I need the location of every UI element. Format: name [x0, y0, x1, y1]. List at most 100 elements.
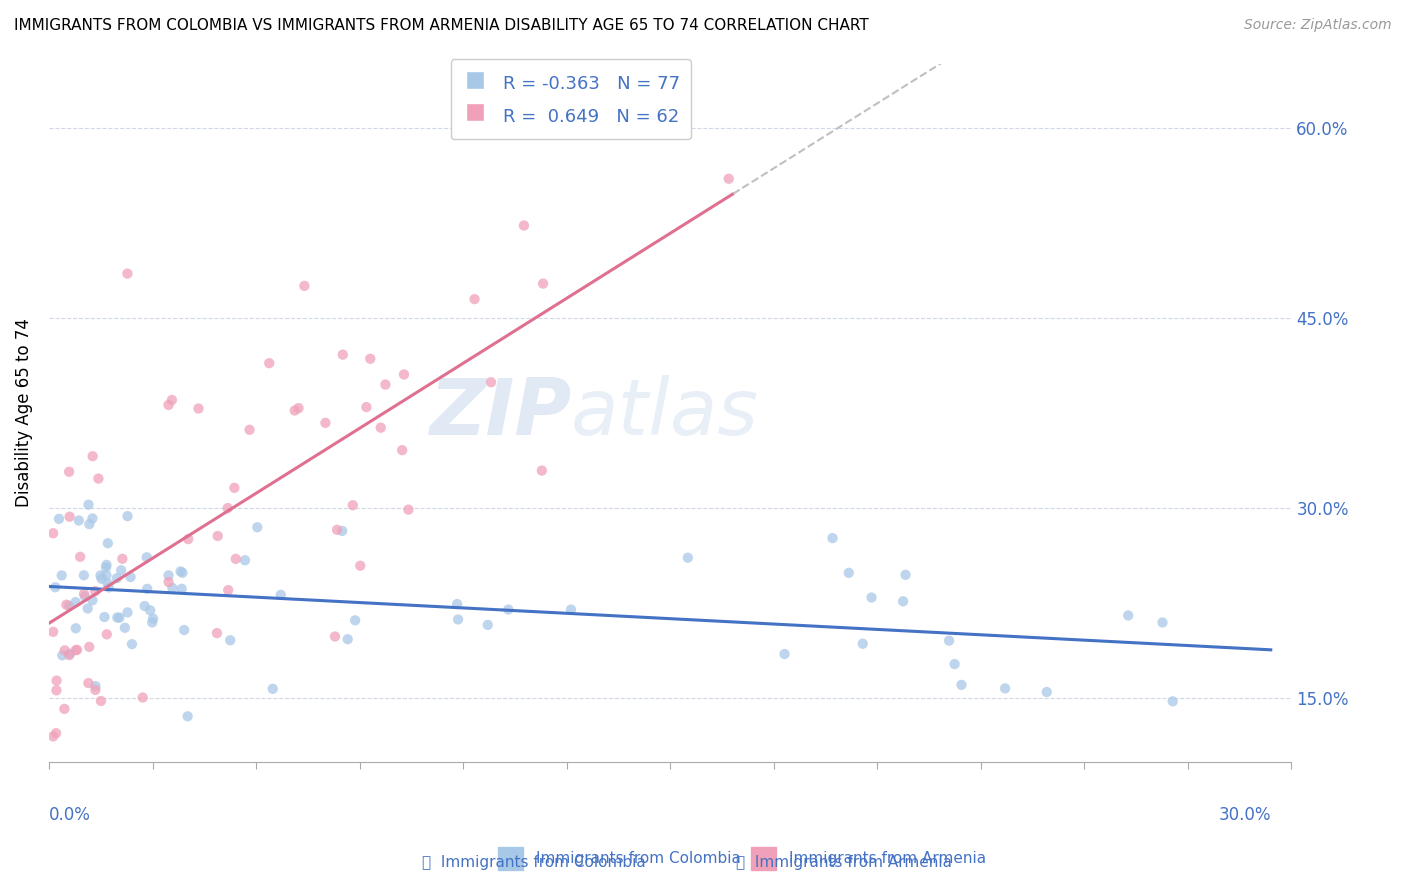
Point	[838, 566, 860, 580]
Point	[284, 403, 307, 417]
Point	[82, 449, 104, 463]
Point	[105, 571, 128, 585]
Text: ⬜  Immigrants from Colombia: ⬜ Immigrants from Colombia	[422, 855, 647, 870]
Y-axis label: Disability Age 65 to 74: Disability Age 65 to 74	[15, 318, 32, 508]
Point	[262, 681, 284, 696]
Point	[58, 648, 80, 662]
Point	[392, 368, 415, 382]
Point	[391, 443, 413, 458]
Point	[531, 277, 554, 291]
Point	[162, 581, 184, 595]
Point	[560, 602, 582, 616]
Point	[157, 568, 180, 582]
Point	[59, 647, 82, 661]
Point	[950, 678, 973, 692]
Point	[117, 267, 139, 281]
Point	[136, 582, 159, 596]
Text: Immigrants from Armenia: Immigrants from Armenia	[789, 851, 986, 866]
Point	[42, 730, 65, 744]
Point	[464, 292, 486, 306]
Point	[96, 558, 118, 572]
Point	[51, 568, 73, 582]
Point	[117, 509, 139, 524]
Point	[172, 566, 194, 580]
Point	[294, 278, 316, 293]
Point	[120, 570, 142, 584]
Point	[513, 219, 536, 233]
Point	[76, 601, 98, 615]
Text: 30.0%: 30.0%	[1218, 806, 1271, 824]
Point	[77, 640, 100, 654]
Point	[498, 602, 520, 616]
Point	[342, 498, 364, 512]
Point	[45, 683, 67, 698]
Point	[938, 633, 960, 648]
Point	[187, 401, 209, 416]
Point	[139, 603, 162, 617]
Point	[173, 623, 195, 637]
Point	[53, 643, 76, 657]
Point	[87, 472, 110, 486]
Point	[326, 523, 349, 537]
Point	[994, 681, 1017, 696]
Point	[90, 572, 112, 586]
Point	[53, 702, 76, 716]
Point	[105, 610, 128, 624]
Point	[42, 526, 65, 541]
Point	[821, 531, 844, 545]
Point	[257, 356, 280, 370]
Point	[314, 416, 336, 430]
Point	[65, 595, 87, 609]
Point	[336, 632, 359, 647]
Point	[479, 376, 502, 390]
Point	[332, 348, 354, 362]
Point	[96, 627, 118, 641]
Point	[344, 613, 367, 627]
Point	[217, 583, 239, 598]
Point	[176, 709, 198, 723]
Point	[45, 726, 67, 740]
Point	[177, 532, 200, 546]
Point	[117, 606, 139, 620]
Text: atlas: atlas	[571, 375, 759, 451]
Point	[717, 171, 740, 186]
Point	[82, 511, 104, 525]
Point	[65, 643, 87, 657]
Point	[224, 481, 246, 495]
Point	[77, 498, 100, 512]
Point	[96, 576, 118, 591]
Point	[1116, 608, 1139, 623]
Point	[219, 633, 242, 648]
Point	[73, 587, 96, 601]
Point	[246, 520, 269, 534]
Point	[89, 568, 111, 582]
Point	[96, 568, 118, 582]
Point	[359, 351, 381, 366]
Point	[287, 401, 309, 416]
Point	[58, 465, 80, 479]
Text: 0.0%: 0.0%	[49, 806, 91, 824]
Point	[374, 377, 396, 392]
Point	[530, 464, 553, 478]
Legend: R = -0.363   N = 77, R =  0.649   N = 62: R = -0.363 N = 77, R = 0.649 N = 62	[451, 60, 690, 139]
Point	[225, 552, 247, 566]
Point	[58, 599, 80, 613]
Text: Immigrants from Colombia: Immigrants from Colombia	[536, 851, 741, 866]
Text: ZIP: ZIP	[429, 375, 571, 451]
Point	[51, 648, 73, 663]
Point	[894, 567, 917, 582]
Point	[82, 593, 104, 607]
Point	[238, 423, 260, 437]
Point	[349, 558, 371, 573]
Point	[943, 657, 966, 671]
Point	[205, 626, 228, 640]
Point	[121, 637, 143, 651]
Point	[65, 621, 87, 635]
Point	[233, 553, 256, 567]
Point	[42, 624, 65, 639]
Point	[169, 565, 191, 579]
Point	[90, 694, 112, 708]
Point	[323, 630, 346, 644]
Point	[66, 643, 89, 657]
Point	[93, 610, 115, 624]
